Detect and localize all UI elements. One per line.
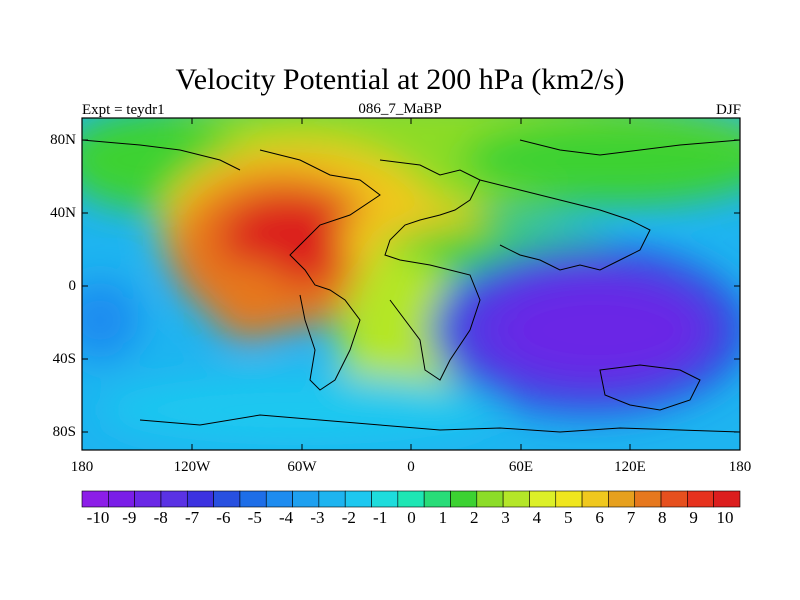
colorbar-swatch	[634, 490, 662, 508]
colorbar-label: 7	[626, 508, 636, 527]
y-tick-label: 0	[68, 278, 77, 294]
x-tick-label: 180	[728, 459, 752, 475]
colorbar-swatch	[423, 490, 451, 508]
colorbar-swatch	[81, 490, 109, 508]
colorbar-label: -9	[122, 508, 137, 527]
colorbar-label: 4	[532, 508, 542, 527]
colorbar-swatch	[108, 490, 135, 508]
y-tick-label: 80N	[50, 132, 76, 148]
map-title: Velocity Potential at 200 hPa (km2/s)	[175, 63, 625, 96]
velocity-potential-field	[82, 118, 740, 450]
season-label: DJF	[715, 102, 741, 118]
x-tick-label: 0	[407, 459, 415, 475]
x-tick-label: 180	[70, 459, 94, 475]
colorbar-swatch	[265, 490, 293, 508]
y-tick-label: 80S	[52, 424, 76, 440]
colorbar-swatch	[502, 490, 530, 508]
colorbar-swatch	[213, 490, 241, 508]
axis-ticks	[81, 118, 741, 450]
colorbar-label: -7	[184, 508, 200, 527]
colorbar-label: -1	[373, 508, 388, 527]
colorbar-swatch	[186, 490, 214, 508]
colorbar-label: -8	[153, 508, 168, 527]
colorbar-label: -10	[86, 508, 110, 527]
y-tick-label: 40N	[50, 205, 76, 221]
colorbar-swatch	[239, 490, 267, 508]
colorbar-label: -5	[247, 508, 262, 527]
colorbar-swatch	[529, 490, 557, 508]
experiment-label: Expt = teydr1	[82, 102, 165, 118]
colorbar-label: -2	[341, 508, 356, 527]
colorbar-label: 1	[438, 508, 448, 527]
colorbar-label: -4	[279, 508, 294, 527]
colorbar-label: 8	[658, 508, 667, 527]
colorbar-label: 10	[716, 508, 734, 527]
colorbar-swatch	[160, 490, 188, 508]
colorbar-swatch	[292, 490, 320, 508]
colorbar-label: -6	[216, 508, 231, 527]
colorbar-swatch	[581, 490, 609, 508]
colorbar-swatch	[318, 490, 346, 508]
colorbar-swatch	[713, 490, 741, 508]
colorbar-swatch	[134, 490, 162, 508]
colorbar	[81, 490, 741, 508]
colorbar-label: 9	[689, 508, 698, 527]
x-tick-label: 60W	[287, 459, 317, 475]
colorbar-swatch	[555, 490, 583, 508]
colorbar-swatch	[687, 490, 714, 508]
colorbar-label: 0	[407, 508, 416, 527]
colorbar-label: 6	[595, 508, 604, 527]
period-label: 086_7_MaBP	[358, 101, 442, 117]
colorbar-label: -3	[310, 508, 325, 527]
x-tick-label: 120W	[173, 459, 211, 475]
x-tick-label: 120E	[614, 459, 646, 475]
colorbar-swatch	[608, 490, 636, 508]
colorbar-swatch	[660, 490, 688, 508]
x-tick-label: 60E	[508, 459, 534, 475]
colorbar-swatch	[344, 490, 372, 508]
colorbar-swatch	[397, 490, 425, 508]
colorbar-swatch	[371, 490, 399, 508]
colorbar-label: 3	[501, 508, 510, 527]
colorbar-label: 2	[469, 508, 479, 527]
coastlines	[82, 139, 740, 433]
colorbar-label: 5	[564, 508, 573, 527]
colorbar-swatch	[476, 490, 504, 508]
y-tick-label: 40S	[52, 351, 76, 367]
colorbar-swatch	[450, 490, 478, 508]
